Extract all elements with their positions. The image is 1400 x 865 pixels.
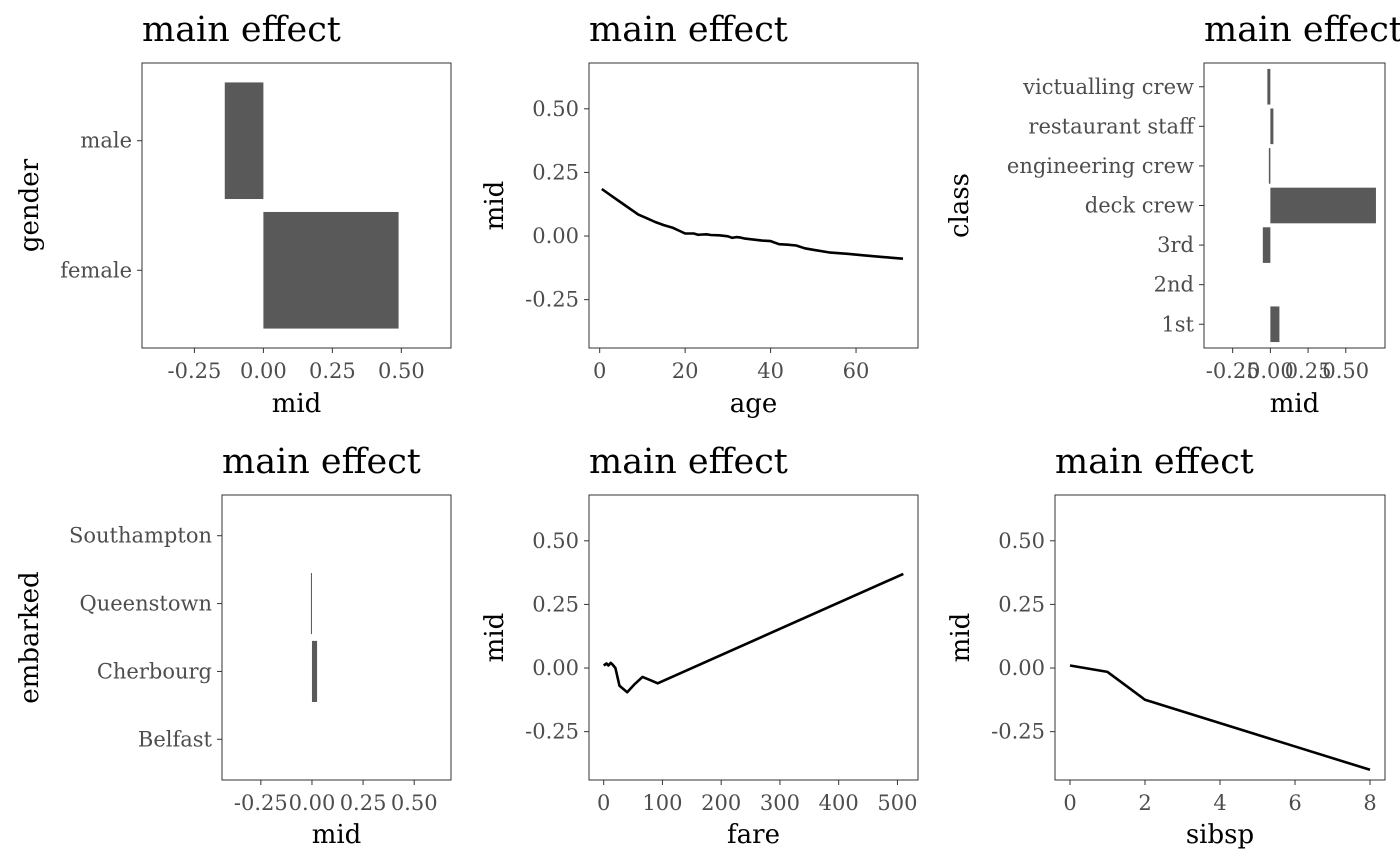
y-axis-title: class [945, 173, 975, 238]
y-axis-title: mid [480, 613, 510, 663]
y-tick-label: 0.00 [532, 656, 579, 680]
effect-line [1069, 664, 1371, 772]
panel-class: main effect mid class -0.250.000.250.50 1st 2… [945, 10, 1400, 419]
bar-1st [1270, 306, 1280, 343]
x-tick-label: 0 [1063, 791, 1076, 815]
panel-gender: main effect mid gender -0.25 0.00 0.25 0.50 fem… [15, 10, 452, 419]
y-tick-label: 1st [1161, 312, 1194, 336]
bar-victualling-crew [1267, 68, 1271, 105]
y-axis-title: mid [480, 181, 510, 231]
x-tick-label: 400 [819, 791, 859, 815]
panel-title: main effect [222, 442, 421, 482]
x-tick-label: 300 [760, 791, 800, 815]
y-tick-label: -0.25 [991, 720, 1045, 744]
y-tick-label: 0.25 [532, 160, 579, 184]
y-axis-title: mid [946, 613, 976, 663]
x-tick-label: 100 [642, 791, 682, 815]
y-tick-label: Cherbourg [97, 659, 212, 683]
y-tick-label: Southampton [69, 524, 212, 548]
x-tick-label: 0.50 [391, 791, 438, 815]
y-tick-label: male [80, 129, 132, 153]
bar-female [263, 211, 399, 329]
x-tick-label: 0.00 [289, 791, 336, 815]
plot-frame [221, 494, 452, 781]
bar-queenstown [310, 573, 312, 635]
x-tick-label: 4 [1213, 791, 1226, 815]
plot-frame [141, 62, 452, 349]
x-tick-label: 60 [843, 359, 870, 383]
y-tick-label: 2nd [1154, 273, 1194, 297]
x-tick-label: 0 [593, 359, 606, 383]
x-axis-title: mid [272, 389, 322, 419]
y-axis-title: embarked [15, 571, 45, 703]
bar-male [224, 82, 264, 200]
x-tick-label: 0.50 [378, 359, 425, 383]
y-tick-label: Belfast [138, 727, 213, 751]
x-tick-label: 0.00 [240, 359, 287, 383]
y-tick-label: 0.50 [998, 529, 1045, 553]
bar-restaurant-staff [1270, 108, 1274, 145]
y-tick-label: -0.25 [525, 288, 579, 312]
y-tick-label: female [60, 258, 132, 282]
x-tick-label: -0.25 [1206, 359, 1260, 383]
y-tick-label: deck crew [1085, 194, 1194, 218]
plot-frame [1054, 494, 1386, 781]
bar-deck-crew [1270, 187, 1376, 224]
x-tick-label: 6 [1288, 791, 1301, 815]
x-axis-title: fare [727, 820, 780, 850]
y-tick-label: 0.25 [998, 592, 1045, 616]
panel-fare: main effect fare mid 0 100 200 300 400 500 -0.25 0… [480, 442, 919, 850]
y-tick-label: 0.25 [532, 592, 579, 616]
x-tick-label: 40 [757, 359, 784, 383]
x-tick-label: 200 [701, 791, 741, 815]
panel-age: main effect age mid 0 20 40 60 -0.25 0.00 0.25 0.5… [480, 10, 919, 419]
y-tick-label: 0.00 [998, 656, 1045, 680]
panel-title: main effect [142, 10, 341, 50]
y-tick-label: victualling crew [1022, 75, 1194, 99]
plot-frame [588, 494, 919, 781]
panel-embarked: main effect mid embarked -0.25 0.00 0.25 0.50 B… [15, 442, 452, 850]
x-tick-label: 0.25 [309, 359, 356, 383]
y-tick-label: -0.25 [525, 720, 579, 744]
bar-cherbourg [311, 640, 318, 702]
bar-3rd [1262, 227, 1271, 263]
x-tick-label: -0.25 [234, 791, 288, 815]
y-tick-label: 3rd [1157, 233, 1194, 257]
panel-title: main effect [589, 442, 788, 482]
panel-title: main effect [1055, 442, 1254, 482]
bar-engineering-crew [1268, 148, 1271, 184]
x-tick-label: 0.50 [1322, 359, 1369, 383]
x-tick-label: 0.00 [1247, 359, 1294, 383]
y-tick-label: 0.00 [532, 224, 579, 248]
x-tick-label: 0 [597, 791, 610, 815]
y-axis-title: gender [15, 158, 45, 252]
y-tick-label: engineering crew [1007, 154, 1194, 178]
y-tick-label: 0.50 [532, 529, 579, 553]
x-tick-label: 0.25 [1285, 359, 1332, 383]
y-tick-label: Queenstown [80, 592, 212, 616]
x-tick-label: 2 [1138, 791, 1151, 815]
panel-sibsp: main effect sibsp mid 0 2 4 6 8 -0.25 0.00 0.25 0.5… [946, 442, 1386, 850]
x-axis-title: age [730, 389, 778, 419]
x-axis-title: mid [1270, 389, 1320, 419]
y-tick-label: restaurant staff [1028, 114, 1196, 138]
x-axis-title: mid [312, 820, 362, 850]
x-tick-label: 20 [672, 359, 699, 383]
x-tick-label: -0.25 [167, 359, 221, 383]
x-tick-label: 500 [877, 791, 917, 815]
y-tick-label: 0.50 [532, 97, 579, 121]
x-axis-title: sibsp [1186, 820, 1254, 850]
effect-line [602, 572, 904, 694]
x-tick-label: 0.25 [340, 791, 387, 815]
panel-title: main effect [1204, 10, 1400, 50]
x-tick-label: 8 [1363, 791, 1376, 815]
effect-line [601, 187, 904, 260]
plot-frame [588, 62, 919, 349]
panel-title: main effect [589, 10, 788, 50]
